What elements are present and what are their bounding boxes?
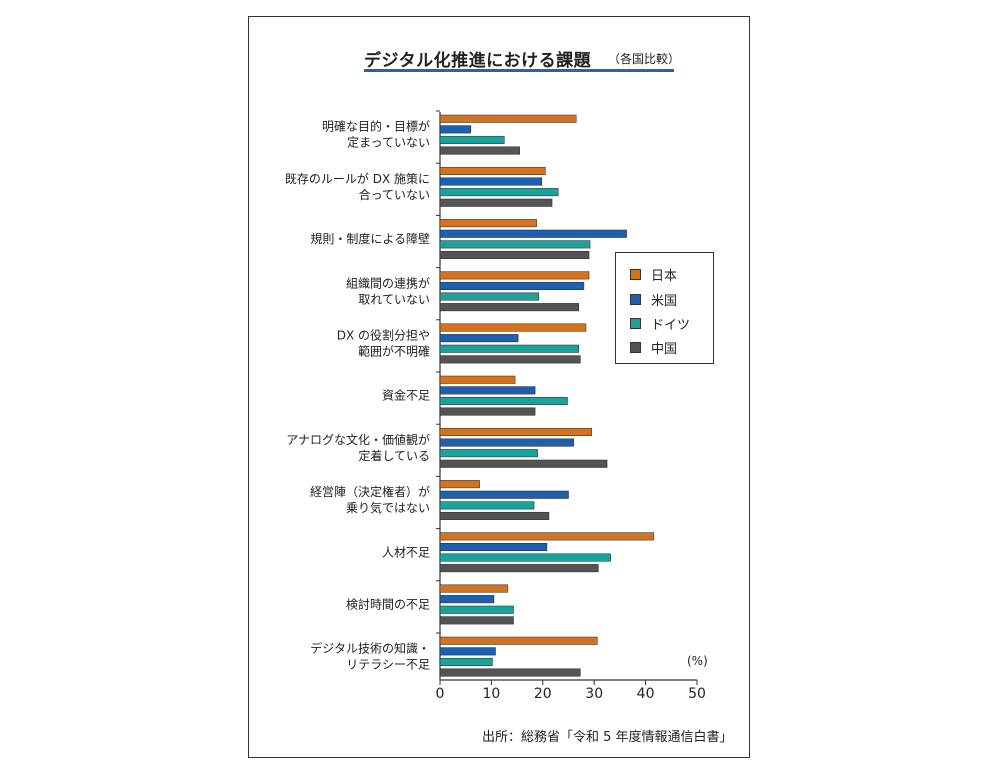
category-label: 合っていない — [359, 187, 430, 202]
bar-japan — [439, 480, 480, 489]
category-label: 経営陣（決定権者）が — [310, 484, 430, 499]
bar-germany — [439, 501, 535, 510]
bar-china — [439, 355, 581, 364]
legend-swatch-japan — [630, 268, 641, 280]
legend-swatch-usa — [630, 293, 641, 305]
bar-germany — [439, 657, 493, 666]
bar-usa — [439, 177, 543, 186]
bar-japan — [439, 271, 590, 280]
bar-japan — [439, 375, 516, 384]
legend-item-china: 中国 — [630, 339, 678, 357]
bar-japan — [439, 114, 577, 123]
x-tick-label: 40 — [637, 686, 655, 702]
legend-item-usa: 米国 — [630, 291, 678, 309]
bar-germany — [439, 240, 591, 249]
legend-swatch-germany — [630, 317, 641, 329]
bar-china — [439, 303, 580, 312]
x-tick-label: 20 — [534, 686, 552, 702]
x-tick-label: 50 — [688, 686, 706, 702]
category-label: 検討時間の不足 — [346, 596, 430, 611]
bar-germany — [439, 553, 611, 562]
bar-japan — [439, 584, 509, 593]
bar-usa — [439, 647, 496, 656]
category-label: リテラシー不足 — [346, 658, 430, 672]
bar-china — [439, 668, 581, 677]
bar-germany — [439, 344, 580, 353]
bar-china — [439, 407, 536, 416]
bar-china — [439, 250, 590, 259]
bar-germany — [439, 449, 538, 458]
title-underline — [364, 69, 674, 72]
x-tick-label: 0 — [436, 686, 445, 702]
bar-usa — [439, 281, 585, 290]
category-label: 乗り気ではない — [346, 500, 430, 515]
bar-japan — [439, 532, 655, 541]
category-label: 明確な目的・目標が — [322, 119, 430, 134]
bar-china — [439, 616, 514, 625]
bar-china — [439, 564, 599, 573]
source-note: 出所：総務省「令和 5 年度情報通信白書」 — [482, 730, 733, 745]
category-label: 既存のルールが DX 施策に — [285, 171, 430, 186]
legend-label-usa: 米国 — [651, 293, 678, 309]
category-label: デジタル技術の知識・ — [310, 641, 430, 656]
bar-germany — [439, 292, 539, 301]
x-tick-label: 10 — [482, 686, 500, 702]
bar-japan — [439, 323, 587, 332]
title-block: デジタル化推進における課題 （各国比較） — [364, 38, 680, 72]
category-label: 定着している — [358, 448, 430, 463]
legend-label-germany: ドイツ — [651, 317, 691, 333]
bar-germany — [439, 135, 505, 144]
bar-usa — [439, 125, 472, 134]
category-label: 取れていない — [358, 292, 430, 306]
category-label: 資金不足 — [382, 388, 430, 403]
category-label: 組織間の連携が — [346, 275, 430, 290]
bar-germany — [439, 188, 559, 197]
bar-usa — [439, 386, 536, 395]
legend-label-china: 中国 — [651, 341, 678, 357]
bar-japan — [439, 636, 598, 645]
bar-china — [439, 146, 520, 155]
bar-usa — [439, 595, 495, 604]
bar-usa — [439, 438, 574, 447]
chart-title: デジタル化推進における課題 — [364, 51, 592, 71]
legend-item-germany: ドイツ — [630, 315, 691, 333]
bar-usa — [439, 229, 627, 238]
legend-item-japan: 日本 — [630, 266, 678, 284]
bar-usa — [439, 542, 548, 551]
chart-subtitle: （各国比較） — [608, 52, 681, 66]
unit-label: (%) — [687, 654, 708, 668]
category-label: 人材不足 — [382, 545, 430, 559]
bar-usa — [439, 334, 519, 343]
bar-china — [439, 511, 550, 520]
legend-label-japan: 日本 — [651, 268, 678, 284]
category-label: 定まっていない — [347, 135, 430, 150]
bar-germany — [439, 396, 568, 405]
bar-japan — [439, 219, 537, 228]
bar-usa — [439, 490, 569, 499]
bar-germany — [439, 605, 514, 614]
category-label: アナログな文化・価値観が — [286, 432, 430, 447]
category-label: 範囲が不明確 — [358, 343, 430, 358]
legend-swatch-china — [630, 341, 641, 353]
category-label: 規則・制度による障壁 — [310, 231, 430, 246]
bar-china — [439, 459, 608, 468]
bar-china — [439, 198, 553, 207]
bar-japan — [439, 166, 546, 175]
x-tick-label: 30 — [585, 686, 603, 702]
category-label: DX の役割分担や — [337, 327, 430, 342]
bar-japan — [439, 427, 592, 436]
legend: 日本 米国 ドイツ 中国 — [615, 252, 714, 364]
